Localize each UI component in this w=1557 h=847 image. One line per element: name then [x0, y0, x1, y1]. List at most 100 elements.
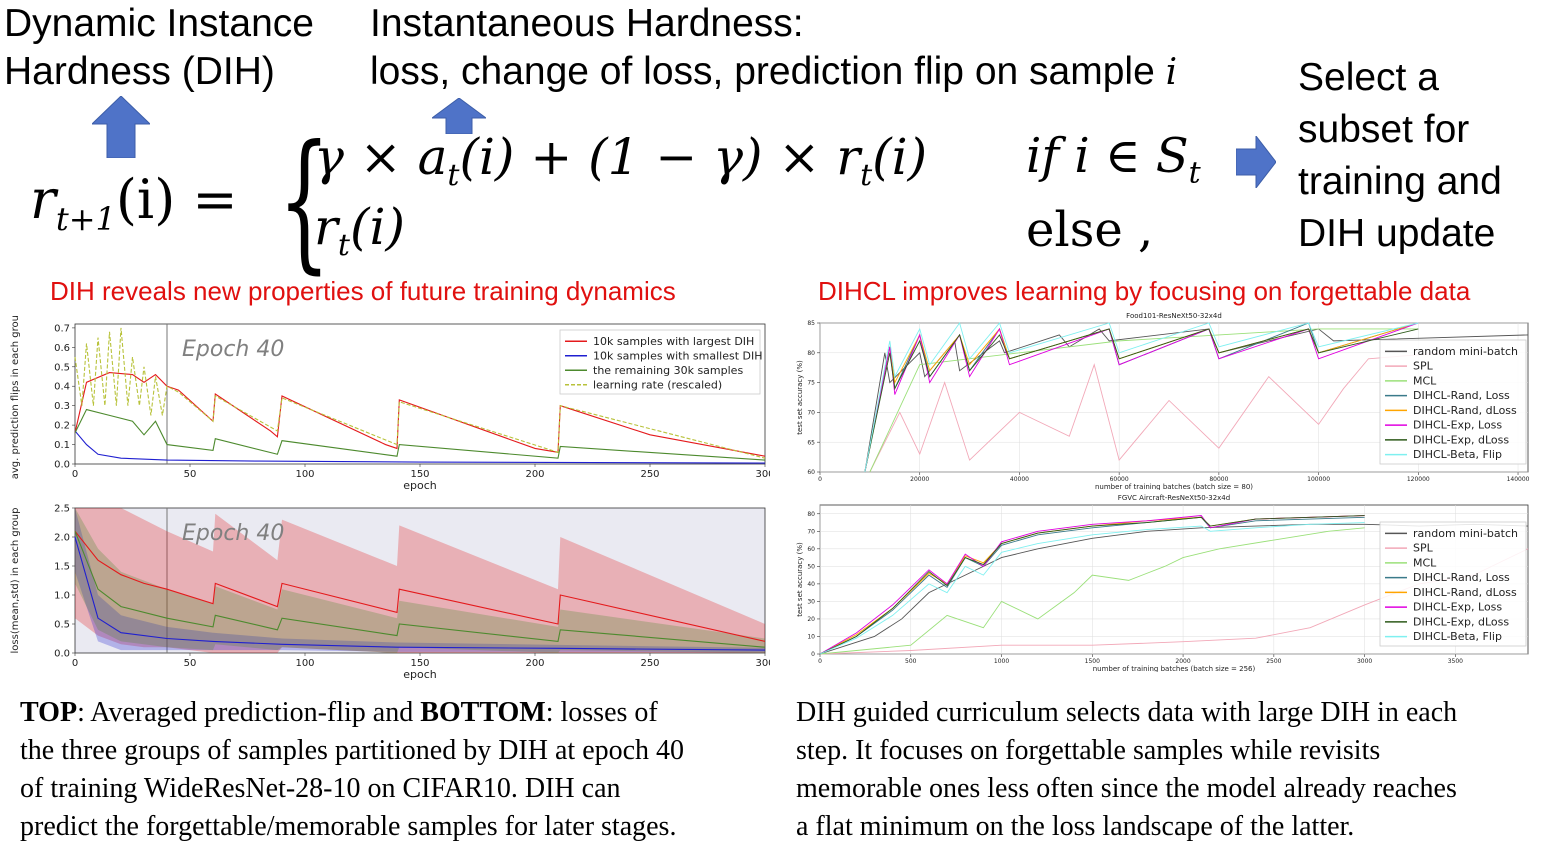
x-tick-label: 120000 [1407, 476, 1430, 483]
series-line [74, 372, 766, 457]
equation-brace: { [278, 114, 331, 288]
legend-label: DIHCL-Rand, Loss [1413, 571, 1510, 584]
legend-label: the remaining 30k samples [593, 364, 743, 377]
equation-lhs: rt+1(i) = [30, 168, 238, 238]
y-tick-label: 85 [807, 320, 815, 327]
up-arrow-icon [432, 98, 486, 134]
x-tick-label: 80000 [1209, 476, 1228, 483]
legend-label: random mini-batch [1413, 527, 1518, 540]
legend-box [559, 329, 761, 395]
select-line-2: subset for [1298, 108, 1470, 151]
legend-label: random mini-batch [1413, 345, 1518, 358]
legend: 10k samples with largest DIH 10k samples … [559, 329, 763, 395]
y-tick-label: 50 [807, 563, 815, 570]
select-line-1: Select a [1298, 56, 1439, 99]
x-tick-label: 60000 [1110, 476, 1129, 483]
right-caption: DIH guided curriculum selects data with … [796, 694, 1457, 846]
legend-label: DIHCL-Exp, Loss [1413, 601, 1502, 614]
x-tick-label: 300 [755, 658, 770, 669]
y-tick-label: 0.5 [54, 620, 70, 631]
instantaneous-hardness-title: Instantaneous Hardness: loss, change of … [370, 0, 1177, 97]
right-arrow-icon [1236, 136, 1276, 188]
y-tick-label: 0.1 [54, 440, 70, 451]
legend-label: MCL [1413, 556, 1437, 569]
select-subset-text: Select a subset for training and DIH upd… [1298, 52, 1502, 260]
y-tick-label: 0.6 [54, 343, 70, 354]
x-tick-label: 1000 [994, 658, 1009, 665]
legend-label: learning rate (rescaled) [593, 379, 722, 392]
x-tick-label: 50 [184, 658, 197, 669]
loss-groups-chart: 0 50 100 150 200 250 300 0.0 0.5 1.0 1.5 2.0 2.5 epoc… [10, 504, 770, 682]
series-line [74, 530, 766, 642]
y-tick-label: 1.5 [54, 562, 70, 573]
select-line-4: DIH update [1298, 212, 1496, 255]
series-line [74, 536, 766, 651]
y-tick-label: 20 [807, 616, 815, 623]
select-line-3: training and [1298, 160, 1502, 203]
y-tick-label: 2.0 [54, 533, 70, 544]
std-band [75, 508, 765, 653]
x-axis-label: epoch [403, 668, 437, 681]
series-line [819, 515, 1365, 655]
x-tick-label: 200 [525, 469, 544, 480]
y-tick-label: 0.0 [54, 460, 70, 471]
x-tick-label: 1500 [1085, 658, 1100, 665]
x-tick-label: 150 [410, 469, 429, 480]
up-arrow-icon [92, 96, 150, 158]
x-tick-label: 500 [905, 658, 917, 665]
y-tick-label: 80 [807, 350, 815, 357]
y-axis-label: test set accuracy (%) [796, 360, 804, 435]
x-tick-label: 140000 [1507, 476, 1530, 483]
dih-title-line2: Hardness (DIH) [4, 50, 275, 93]
equation-condition-2: else , [1026, 202, 1154, 258]
right-section-title: DIHCL improves learning by focusing on f… [818, 276, 1471, 306]
legend-label: DIHCL-Beta, Flip [1413, 448, 1502, 461]
chart-title: FGVC Aircraft-ResNeXt50-32x4d [1118, 494, 1230, 502]
x-tick-label: 0 [818, 658, 822, 665]
right-caption-line4: a flat minimum on the loss landscape of … [796, 811, 1355, 842]
y-tick-label: 65 [807, 439, 815, 446]
inst-title-line1: Instantaneous Hardness: [370, 2, 804, 45]
y-tick-label: 0 [811, 651, 815, 658]
legend-label: MCL [1413, 374, 1437, 387]
y-tick-label: 0.5 [54, 362, 70, 373]
x-tick-label: 3000 [1357, 658, 1372, 665]
y-tick-label: 0.7 [54, 323, 70, 334]
y-axis-label: loss(mean,std) in each group [10, 508, 21, 654]
left-section-title: DIH reveals new properties of future tra… [50, 276, 676, 306]
x-tick-label: 100 [295, 658, 314, 669]
y-tick-label: 0.0 [54, 649, 70, 660]
series-line [74, 327, 766, 459]
left-caption-line2: the three groups of samples partitioned … [20, 735, 685, 766]
series-line [74, 530, 766, 648]
x-tick-label: 50 [184, 469, 197, 480]
equation-case-1: γ × at(i) + (1 − γ) × rt(i) [314, 128, 928, 193]
series-line [869, 352, 1444, 473]
y-tick-label: 2.5 [54, 504, 70, 515]
x-axis-label: number of training batches (batch size =… [1095, 483, 1253, 490]
right-caption-line1: DIH guided curriculum selects data with … [796, 697, 1458, 728]
dih-title: Dynamic Instance Hardness (DIH) [4, 0, 314, 96]
y-tick-label: 0.3 [54, 401, 70, 412]
series-line [869, 328, 1419, 473]
legend-label: DIHCL-Rand, Loss [1413, 389, 1510, 402]
prediction-flip-chart: 0 50 100 150 200 250 300 0.0 0.1 0.2 0.3 0.4 0.5 0.6 0… [10, 316, 770, 492]
y-axis-label: test set accuracy (%) [796, 542, 804, 617]
inst-title-line2: loss, change of loss, prediction flip on… [370, 50, 1178, 93]
food101-accuracy-chart: Food101-ResNeXt50-32x4d 0 20000 40000 60000 8… [796, 312, 1530, 490]
x-tick-label: 2000 [1175, 658, 1190, 665]
x-tick-label: 40000 [1010, 476, 1029, 483]
series-line [819, 516, 1365, 655]
x-tick-label: 250 [640, 469, 659, 480]
epoch-annotation: Epoch 40 [182, 521, 284, 546]
left-caption-line4: predict the forgettable/memorable sample… [20, 811, 677, 842]
x-tick-label: 3500 [1448, 658, 1463, 665]
legend-box [1379, 339, 1527, 465]
y-tick-label: 0.4 [54, 382, 70, 393]
x-tick-label: 250 [640, 658, 659, 669]
legend-label: SPL [1413, 542, 1434, 555]
series-line [819, 515, 1365, 655]
